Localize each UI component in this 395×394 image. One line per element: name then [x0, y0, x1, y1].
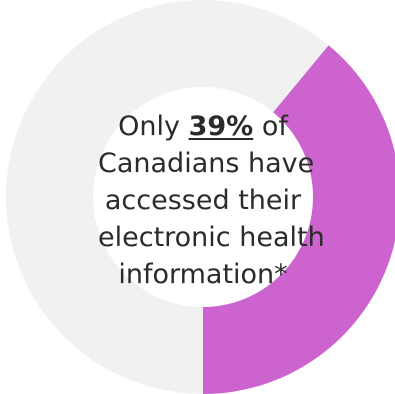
caption-highlight-percent: 39%	[188, 111, 254, 142]
center-caption: Only 39% of Canadians have accessed thei…	[98, 108, 325, 293]
caption-line-2: Canadians have	[98, 148, 315, 179]
caption-line-4: electronic health	[98, 222, 325, 253]
caption-line-5: information*	[118, 259, 288, 290]
donut-center-hole	[93, 87, 313, 307]
caption-line-3: accessed their	[104, 185, 302, 216]
caption-prefix: Only	[118, 111, 180, 142]
caption-line-1: Only 39% of	[98, 108, 308, 145]
caption-suffix: of	[261, 111, 288, 142]
